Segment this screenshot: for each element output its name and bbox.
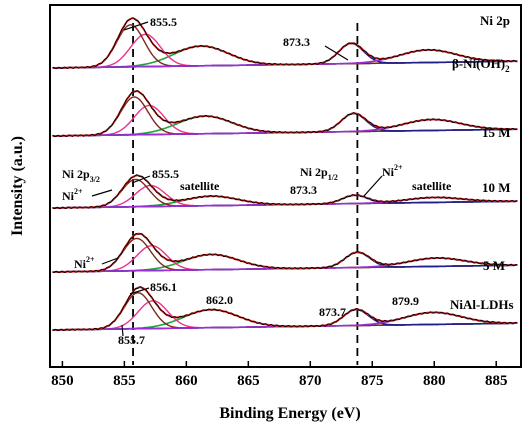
- panel-label: Ni 2p: [480, 13, 510, 28]
- satellite2-component: [52, 118, 518, 137]
- series-label-15m: 15 M: [482, 125, 511, 140]
- x-ticks: 850 855 860 865 870 875 880 885: [51, 361, 507, 389]
- x-tick-label: 870: [299, 373, 322, 389]
- annotation-satellite-1: satellite: [180, 179, 220, 193]
- annotation-879-9: 879.9: [392, 294, 419, 308]
- annotation-ni2p12: Ni 2p1/2: [300, 165, 338, 182]
- x-tick-label: 880: [423, 373, 446, 389]
- raw-spectrum: [52, 233, 518, 274]
- annotation-ni2plus-10m: Ni2+: [62, 187, 83, 203]
- annotation-arrow-ni2plus-5m: [101, 257, 119, 265]
- series-label-5m: 5 M: [483, 258, 505, 273]
- series-label-10m: 10 M: [482, 180, 511, 195]
- plot-layer: [52, 17, 518, 365]
- annotation-arrow-855-5-mid: [131, 175, 151, 184]
- annotation-arrow-ni2plus-10m: [91, 189, 113, 197]
- x-tick-label: 850: [51, 373, 74, 389]
- x-tick-label: 855: [113, 373, 136, 389]
- annotation-ni2plus-12: Ni2+: [382, 163, 403, 179]
- raw-spectrum: [52, 174, 518, 210]
- annotation-ni2p32: Ni 2p3/2: [62, 167, 100, 184]
- x-tick-label: 860: [175, 373, 198, 389]
- y-axis-label: Intensity (a.u.): [9, 136, 26, 236]
- annotation-855-5-mid: 855.5: [152, 167, 179, 181]
- satellite2-component: [52, 257, 518, 273]
- x-tick-label: 875: [361, 373, 384, 389]
- series-label-nial-ldhs: NiAl-LDHs: [450, 297, 514, 312]
- plot-frame: [49, 4, 522, 368]
- annotation-862-0: 862.0: [206, 293, 233, 307]
- annotation-855-5-top: 855.5: [150, 15, 177, 29]
- raw-spectrum: [52, 90, 518, 138]
- annotation-873-7: 873.7: [319, 305, 346, 319]
- annotation-arrow-855-7: [121, 324, 124, 337]
- x-tick-label: 885: [485, 373, 508, 389]
- annotation-873-3-top: 873.3: [283, 35, 310, 49]
- annotation-856-1: 856.1: [150, 280, 177, 294]
- raw-spectrum: [52, 17, 518, 70]
- x-axis-label: Binding Energy (eV): [219, 405, 360, 422]
- annotation-satellite-2: satellite: [412, 179, 452, 193]
- annotation-ni2plus-5m: Ni2+: [74, 255, 95, 271]
- raw-spectrum: [52, 285, 518, 332]
- series-label-beta-ni-oh: β-Ni(OH)2: [452, 56, 510, 74]
- annotation-arrow-873-3-top: [324, 45, 349, 61]
- x-tick-label: 865: [237, 373, 260, 389]
- annotation-873-3-mid: 873.3: [290, 183, 317, 197]
- annotation-arrow-856-1: [129, 287, 150, 295]
- annotation-arrow-ni2plus-12: [363, 175, 383, 197]
- annotation-855-7: 855.7: [118, 333, 145, 347]
- annotation-arrow-855-5-top: [123, 21, 149, 31]
